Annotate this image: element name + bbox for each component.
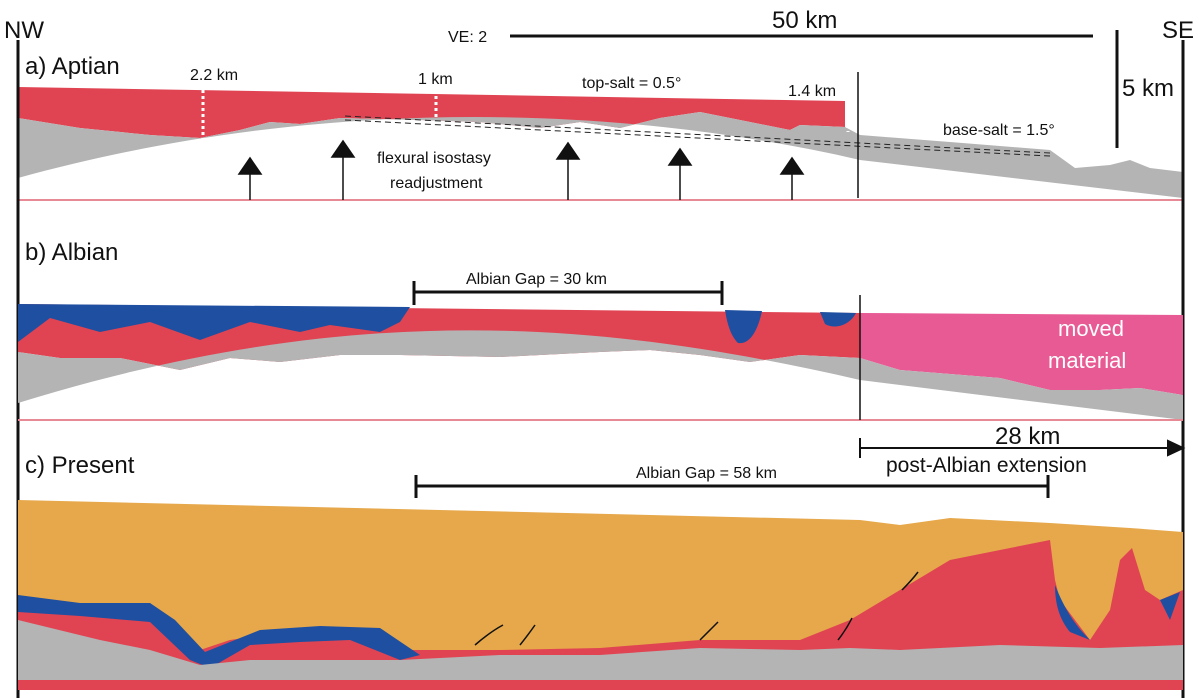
scale-h-label: 50 km xyxy=(772,7,837,34)
gap-label: Albian Gap = 58 km xyxy=(636,465,777,482)
note: flexural isostasy xyxy=(377,150,491,167)
ve-label: VE: 2 xyxy=(448,29,487,46)
annotation: 1 km xyxy=(418,71,453,88)
annotation: base-salt = 1.5° xyxy=(943,122,1055,139)
panel-label: c) Present xyxy=(25,452,135,479)
panel-label: b) Albian xyxy=(25,239,118,266)
extension-label: post-Albian extension xyxy=(886,454,1087,477)
annotation: 2.2 km xyxy=(190,67,238,84)
annotation: top-salt = 0.5° xyxy=(582,75,681,92)
scale-v-label: 5 km xyxy=(1122,75,1174,102)
gap-label: Albian Gap = 30 km xyxy=(466,271,607,288)
moved-label: material xyxy=(1048,348,1126,373)
panel-label: a) Aptian xyxy=(25,53,120,80)
uplift-arrows xyxy=(239,141,803,200)
se-label: SE xyxy=(1162,17,1194,44)
nw-label: NW xyxy=(4,17,44,44)
moved-label: moved xyxy=(1058,316,1124,341)
annotation: 1.4 km xyxy=(788,83,836,100)
extension-label: 28 km xyxy=(995,423,1060,450)
note: readjustment xyxy=(390,175,483,192)
cross-section: NW SE VE: 2 50 km 5 km a) Aptian 2.2 km … xyxy=(0,0,1203,698)
